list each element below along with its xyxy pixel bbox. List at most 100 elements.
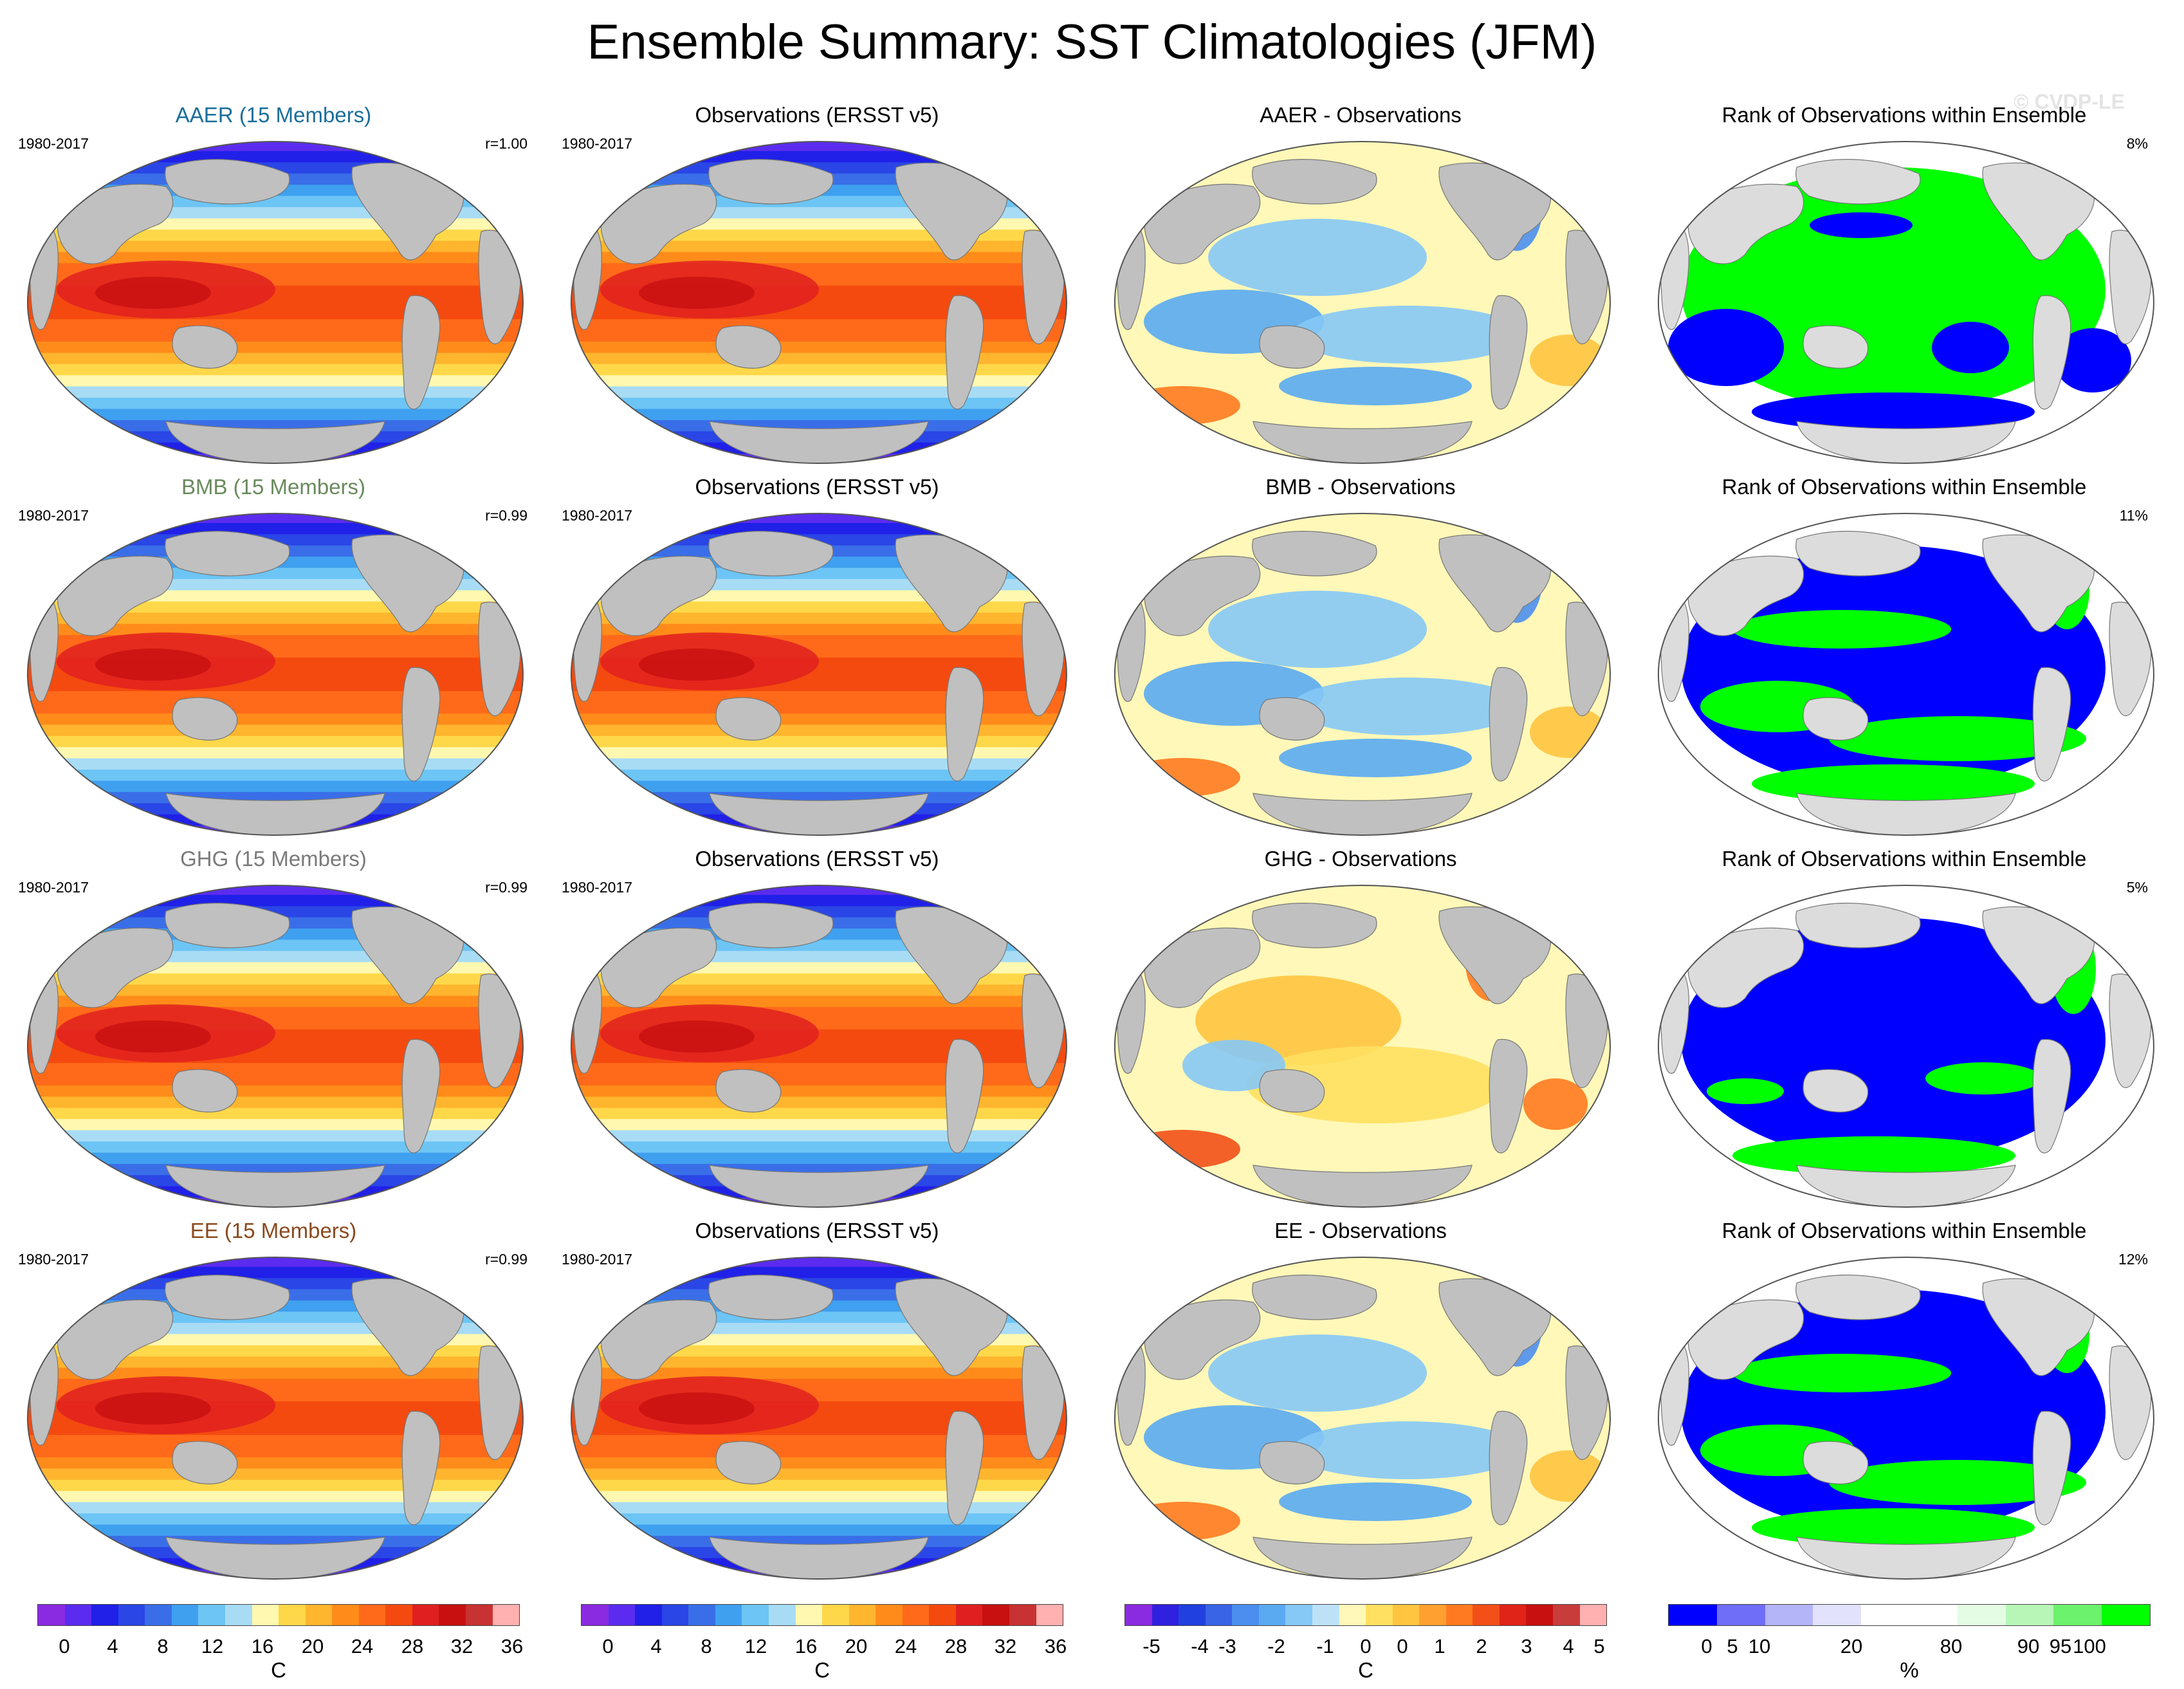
colorbar-box: [1009, 1605, 1036, 1625]
panel-period: 1980-2017: [18, 135, 89, 152]
landmass: [1795, 1275, 1921, 1320]
colorbar-box: [412, 1605, 439, 1625]
colorbar-box: [1179, 1605, 1206, 1625]
map-field: [27, 885, 523, 1207]
landmass: [1253, 1537, 1473, 1579]
colorbar-tick-label: -1: [1316, 1635, 1334, 1657]
ensemble-map: [18, 1244, 533, 1592]
colorbar-box: [1205, 1605, 1233, 1625]
landmass: [945, 667, 984, 782]
landmass: [165, 531, 290, 577]
map-outline: [1114, 141, 1611, 464]
landmass: [1144, 555, 1261, 636]
obs-panel-2: Observations (ERSST v5) 1980-2017: [550, 475, 1084, 848]
colorbar-box: [1232, 1605, 1259, 1625]
colorbar-tick-label: 0: [602, 1635, 614, 1657]
colorbar-tick-label: 5: [1593, 1635, 1605, 1657]
colorbar-box: [1339, 1605, 1366, 1625]
colorbar-box: [1765, 1605, 1813, 1625]
colorbar-tick-label: 2: [1476, 1635, 1487, 1657]
landmass: [1803, 1441, 1869, 1484]
landmass: [1795, 159, 1921, 205]
landmass: [1795, 531, 1921, 577]
colorbar-box: [145, 1605, 172, 1625]
panel-title: Rank of Observations within Ensemble: [1721, 847, 2087, 871]
map-outline: [1657, 141, 2154, 464]
colorbar-ticks: 0 4 8 12 16 20 24 28 32 36: [37, 1635, 524, 1661]
watermark: © CVDP-LE: [2014, 90, 2125, 113]
map-field: [1658, 142, 2154, 463]
map-field: [1114, 142, 1610, 463]
colorbar-tick-label: 28: [401, 1635, 424, 1657]
ensemble-panel-3: GHG (15 Members) 1980-2017 r=0.99: [6, 847, 540, 1220]
colorbar-boxes: [1124, 1604, 1607, 1626]
colorbar-tick-label: 36: [500, 1635, 524, 1657]
world-map: [1114, 141, 1611, 464]
rank-panel-4: Rank of Observations within Ensemble 12%: [1637, 1219, 2171, 1592]
landmass: [1796, 1537, 2016, 1579]
landmass: [709, 421, 929, 463]
obs-map: [562, 501, 1076, 848]
rank-percentage: 8%: [2126, 135, 2148, 152]
landmass: [1489, 667, 1528, 782]
map-field: [27, 142, 523, 463]
landmass: [165, 793, 385, 835]
map-outline: [1657, 885, 2154, 1208]
colorbar-box: [1813, 1605, 1862, 1625]
landmass: [401, 295, 441, 410]
world-map: [570, 885, 1067, 1208]
colorbar-box: [198, 1605, 225, 1625]
landmass: [1259, 1441, 1325, 1484]
diff-map: [1105, 129, 1620, 476]
landmass: [1803, 1069, 1869, 1112]
ensemble-map: [18, 501, 533, 848]
panel-period: 1980-2017: [18, 1251, 89, 1268]
map-field: [571, 1257, 1067, 1579]
landmass: [600, 183, 717, 264]
panel-period: 1980-2017: [18, 507, 89, 524]
colorbar-tick-label: 20: [845, 1635, 868, 1657]
colorbar-box: [252, 1605, 279, 1625]
world-map: [1114, 885, 1611, 1208]
colorbar-tick-label: 3: [1521, 1635, 1532, 1657]
panel-title: GHG - Observations: [1264, 847, 1457, 871]
landmass: [600, 1299, 717, 1380]
panel-title: Rank of Observations within Ensemble: [1721, 103, 2087, 127]
landmass: [1687, 1299, 1804, 1380]
world-map: [26, 513, 524, 836]
map-outline: [1114, 513, 1611, 836]
panel-title: GHG (15 Members): [180, 847, 367, 871]
map-field: [1658, 513, 2154, 835]
colorbar-boxes: [37, 1604, 520, 1626]
landmass: [2032, 1410, 2071, 1526]
map-outline: [570, 885, 1067, 1208]
colorbar-tick-label: 4: [650, 1635, 662, 1657]
landmass: [1489, 295, 1528, 410]
landmass: [165, 1165, 385, 1207]
map-field: [1114, 1257, 1610, 1579]
colorbar-box: [1473, 1605, 1500, 1625]
world-map: [26, 1257, 524, 1580]
colorbar-unit: %: [1900, 1658, 1919, 1682]
colorbar-box: [1285, 1605, 1312, 1625]
world-map: [1114, 513, 1611, 836]
colorbar-ticks: -5 -4 -3 -2 -1 0 0 1 2 3 4 5: [1124, 1635, 1607, 1661]
panel-title: EE - Observations: [1274, 1219, 1447, 1242]
rank-map: [1649, 1244, 2163, 1592]
panel-title: BMB (15 Members): [181, 475, 366, 499]
map-outline: [1657, 513, 2154, 836]
landmass: [1489, 1038, 1528, 1154]
colorbar-box: [64, 1605, 92, 1625]
panel-title: Observations (ERSST v5): [695, 847, 939, 871]
colorbar-box: [661, 1605, 689, 1625]
landmass: [1259, 1069, 1325, 1112]
landmass: [708, 1275, 834, 1320]
landmass: [1796, 1165, 2016, 1207]
colorbar-box: [795, 1605, 823, 1625]
landmass: [945, 1410, 984, 1526]
rank-map: [1649, 501, 2163, 848]
colorbar-box: [688, 1605, 715, 1625]
colorbar-box: [1553, 1605, 1580, 1625]
colorbar-box: [1125, 1605, 1152, 1625]
colorbar-tick-label: 4: [1563, 1635, 1574, 1657]
